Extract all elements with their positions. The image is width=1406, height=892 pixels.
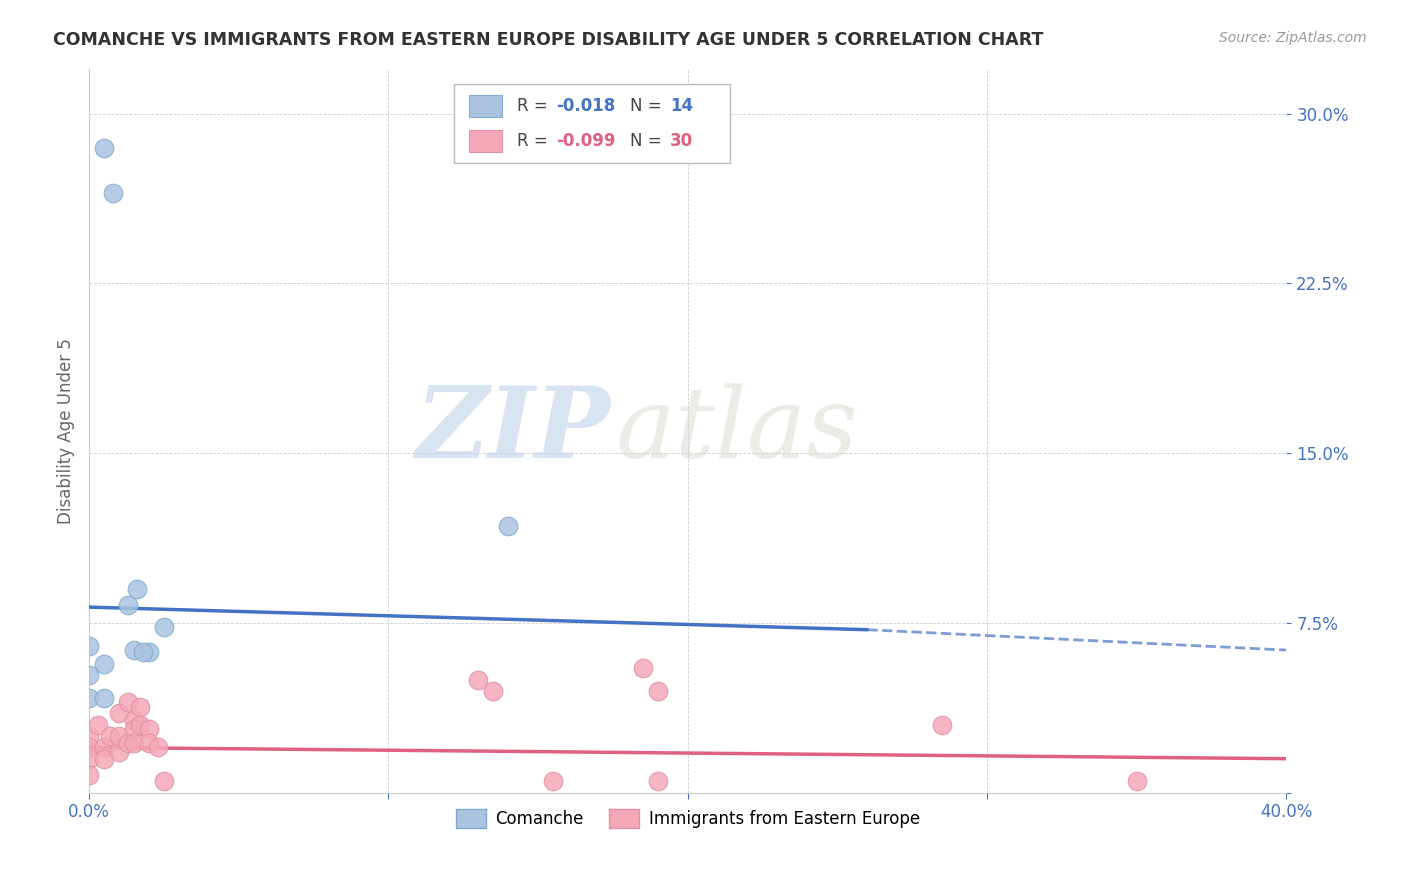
Point — [93, 752, 115, 766]
Point — [647, 774, 669, 789]
Point — [122, 736, 145, 750]
Point — [146, 740, 169, 755]
Point — [117, 598, 139, 612]
Point — [93, 740, 115, 755]
Text: -0.018: -0.018 — [555, 97, 616, 115]
Point — [153, 620, 176, 634]
Point — [138, 736, 160, 750]
Text: COMANCHE VS IMMIGRANTS FROM EASTERN EUROPE DISABILITY AGE UNDER 5 CORRELATION CH: COMANCHE VS IMMIGRANTS FROM EASTERN EURO… — [53, 31, 1043, 49]
Point — [122, 643, 145, 657]
Point — [98, 729, 121, 743]
Text: -0.099: -0.099 — [555, 132, 616, 150]
Point — [496, 518, 519, 533]
Point — [153, 774, 176, 789]
Point — [108, 729, 131, 743]
Text: 30: 30 — [669, 132, 693, 150]
Point — [129, 718, 152, 732]
FancyBboxPatch shape — [468, 95, 502, 117]
Point — [117, 736, 139, 750]
Point — [117, 695, 139, 709]
Point — [77, 767, 100, 781]
Point — [87, 718, 110, 732]
Text: Source: ZipAtlas.com: Source: ZipAtlas.com — [1219, 31, 1367, 45]
Point — [77, 752, 100, 766]
Point — [138, 645, 160, 659]
Point — [77, 668, 100, 682]
Text: R =: R = — [516, 132, 553, 150]
Point — [108, 745, 131, 759]
Point — [77, 690, 100, 705]
Point — [129, 699, 152, 714]
Point — [93, 141, 115, 155]
Text: N =: N = — [630, 132, 668, 150]
Point — [77, 639, 100, 653]
Point — [631, 661, 654, 675]
Text: atlas: atlas — [616, 383, 859, 478]
Point — [482, 683, 505, 698]
Point — [122, 723, 145, 737]
Y-axis label: Disability Age Under 5: Disability Age Under 5 — [58, 338, 75, 524]
Point — [647, 683, 669, 698]
FancyBboxPatch shape — [454, 85, 730, 162]
FancyBboxPatch shape — [468, 130, 502, 152]
Point — [122, 713, 145, 727]
Point — [77, 740, 100, 755]
Point — [93, 657, 115, 671]
Point — [541, 774, 564, 789]
Point — [138, 723, 160, 737]
Text: R =: R = — [516, 97, 553, 115]
Point — [77, 729, 100, 743]
Text: N =: N = — [630, 97, 668, 115]
Point — [931, 718, 953, 732]
Legend: Comanche, Immigrants from Eastern Europe: Comanche, Immigrants from Eastern Europe — [449, 803, 927, 835]
Point — [101, 186, 124, 200]
Text: 14: 14 — [669, 97, 693, 115]
Point — [1126, 774, 1149, 789]
Point — [125, 582, 148, 596]
Point — [108, 706, 131, 721]
Point — [467, 673, 489, 687]
Point — [132, 645, 155, 659]
Text: ZIP: ZIP — [415, 383, 610, 479]
Point — [93, 690, 115, 705]
